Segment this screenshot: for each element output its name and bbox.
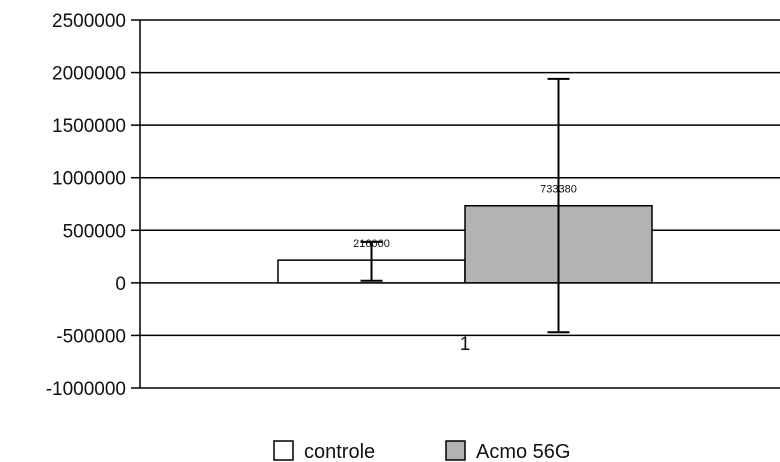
legend: controle Acmo 56G [273, 440, 570, 462]
y-tick-label: 500000 [63, 221, 126, 242]
error-bars [360, 77, 570, 334]
legend-swatch [445, 440, 466, 461]
y-tick-label: -1000000 [46, 379, 126, 400]
data-label: 733380 [540, 184, 577, 196]
y-tick-label: 2000000 [52, 64, 126, 85]
y-tick-label: 0 [115, 274, 126, 295]
y-tick-label: 2500000 [52, 11, 126, 32]
gridlines [140, 19, 780, 389]
y-axis-ticks: 2500000 2000000 1500000 1000000 500000 0 -5000… [46, 11, 140, 400]
y-tick-label: 1000000 [52, 169, 126, 190]
data-labels: 216000 733380 [353, 184, 577, 250]
legend-label: controle [304, 441, 375, 462]
legend-label: Acmo 56G [476, 441, 570, 462]
y-tick-label: -500000 [56, 326, 126, 347]
category-labels: 1 [460, 334, 471, 355]
category-label: 1 [460, 334, 471, 355]
y-tick-label: 1500000 [52, 116, 126, 137]
bars [277, 204, 653, 284]
data-label: 216000 [353, 238, 390, 250]
legend-swatch [273, 440, 294, 461]
